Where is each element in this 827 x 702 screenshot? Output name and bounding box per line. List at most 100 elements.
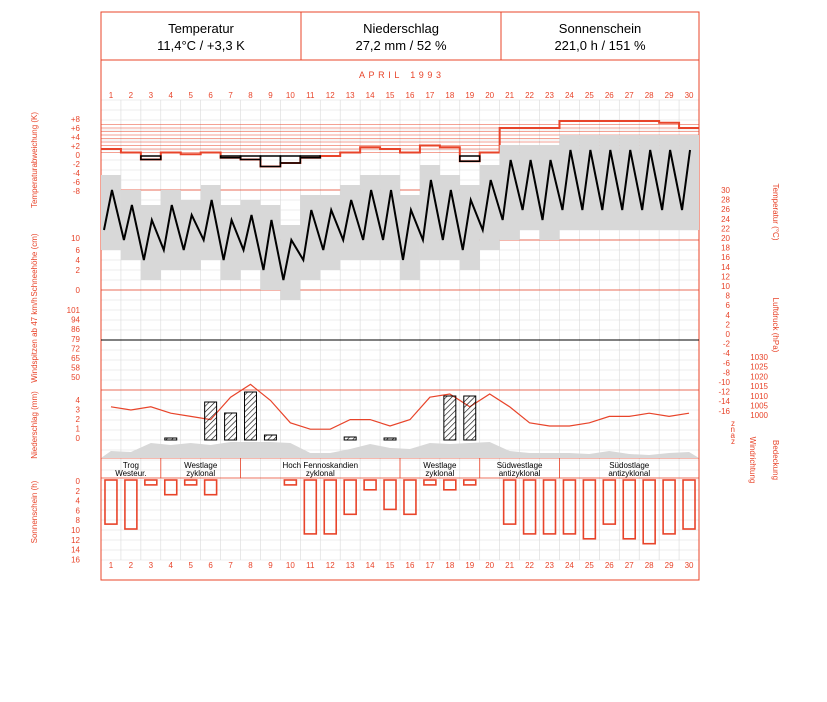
temp-axis-label: Temperatur (°C) [771,184,780,241]
wind-dir-axis-label: Windrichtung [748,437,757,484]
temp-tick: -8 [723,368,731,377]
weather-type-label-5: Südwestlage [497,461,543,470]
precip-tick: 4 [76,396,81,405]
wind-tick: 94 [71,316,80,325]
weather-type-sublabel-4: zyklonal [425,469,454,478]
precip-axis-label: Niederschlag (mm) [30,391,39,459]
weather-type-label-2: Westlage [184,461,218,470]
day-label-bottom: 9 [268,561,273,570]
day-label-bottom: 14 [366,561,375,570]
wind-tick: 58 [71,364,80,373]
snow-tick: 6 [76,246,81,255]
precipitation-bar [224,412,238,441]
precipitation-bar [244,391,257,441]
snow-tick: 0 [76,286,81,295]
temp-tick: 4 [726,311,731,320]
precipitation-bar [383,437,397,441]
sunshine-value: 221,0 h / 151 % [554,38,646,53]
temp-deviation-neg-bar [239,155,262,161]
sunshine-bar [183,479,198,486]
temp-tick: -14 [718,397,730,406]
sunshine-bar [363,479,377,491]
day-label-top: 3 [149,91,154,100]
day-label-top: 25 [585,91,594,100]
temp-range-band [200,185,221,260]
day-label-bottom: 24 [565,561,574,570]
weather-type-label-1: Trog [123,461,139,470]
day-label-bottom: 12 [326,561,335,570]
sunshine-bar [622,479,637,540]
temp-range-band [180,200,201,270]
temp-range-band [300,195,321,280]
temp-range-band [220,205,241,280]
cloud-cover-area [101,442,699,458]
day-label-top: 30 [685,91,694,100]
precipitation-bar [463,395,477,441]
day-label-bottom: 8 [248,561,253,570]
temp-dev-tick: -2 [73,160,81,169]
weather-type-sublabel-5: antizyklonal [499,469,541,478]
sunshine-bar [203,479,218,496]
sunshine-bar [343,479,357,516]
temp-tick: -16 [718,407,730,416]
temp-tick: 12 [721,272,730,281]
day-label-top: 7 [228,91,233,100]
sunshine-bar [423,479,437,486]
temp-dev-tick: +8 [71,115,81,124]
sunshine-bar [602,479,617,525]
wind-tick: 86 [71,325,80,334]
pressure-tick: 1030 [750,353,768,362]
temp-deviation-neg-bar [279,155,302,164]
temp-tick: 0 [726,330,731,339]
day-label-bottom: 26 [605,561,614,570]
day-label-top: 24 [565,91,574,100]
temp-dev-tick: +4 [71,133,81,142]
snow-tick: 2 [76,266,81,275]
day-label-top: 6 [208,91,213,100]
temp-range-band [320,195,341,270]
precip-tick: 0 [76,434,81,443]
temp-range-band [400,195,420,280]
sunshine-bar [642,479,656,545]
day-label-top: 21 [505,91,514,100]
temp-range-band [459,185,480,270]
day-label-top: 14 [366,91,375,100]
day-label-top: 15 [386,91,395,100]
temp-range-band [559,135,580,230]
day-label-bottom: 25 [585,561,594,570]
day-label-bottom: 3 [149,561,154,570]
sunshine-bar [662,479,676,535]
day-label-bottom: 6 [208,561,213,570]
pressure-tick: 1010 [750,392,768,401]
day-label-bottom: 29 [665,561,674,570]
wind-dir-tick: z [731,419,735,428]
pressure-tick: 1025 [750,363,768,372]
sunshine-bar [443,479,457,491]
pressure-tick: 1015 [750,382,768,391]
temp-dev-tick: -4 [73,169,81,178]
weather-type-label-4: Westlage [423,461,457,470]
day-label-top: 16 [406,91,415,100]
snow-tick: 4 [76,256,81,265]
wind-tick: 101 [67,306,81,315]
temp-deviation-line [101,120,699,168]
sun-tick: 0 [76,477,81,486]
sun-tick: 10 [71,526,80,535]
month-title: A P R I L 1 9 9 3 [359,70,441,80]
temp-dev-tick: 0 [76,151,81,160]
precip-tick: 3 [76,406,81,415]
day-label-bottom: 23 [545,561,554,570]
day-label-top: 23 [545,91,554,100]
day-label-bottom: 20 [485,561,494,570]
day-label-top: 4 [169,91,174,100]
temp-dev-tick: -8 [73,187,81,196]
day-label-top: 8 [248,91,253,100]
pressure-axis-label: Luftdruck (hPa) [771,298,780,353]
weather-type-sublabel-6: antizyklonal [608,469,650,478]
sun-tick: 14 [71,546,80,555]
temp-range-band [140,205,161,280]
wind-dir-tick: a [731,431,736,440]
temp-range-band [101,175,121,250]
